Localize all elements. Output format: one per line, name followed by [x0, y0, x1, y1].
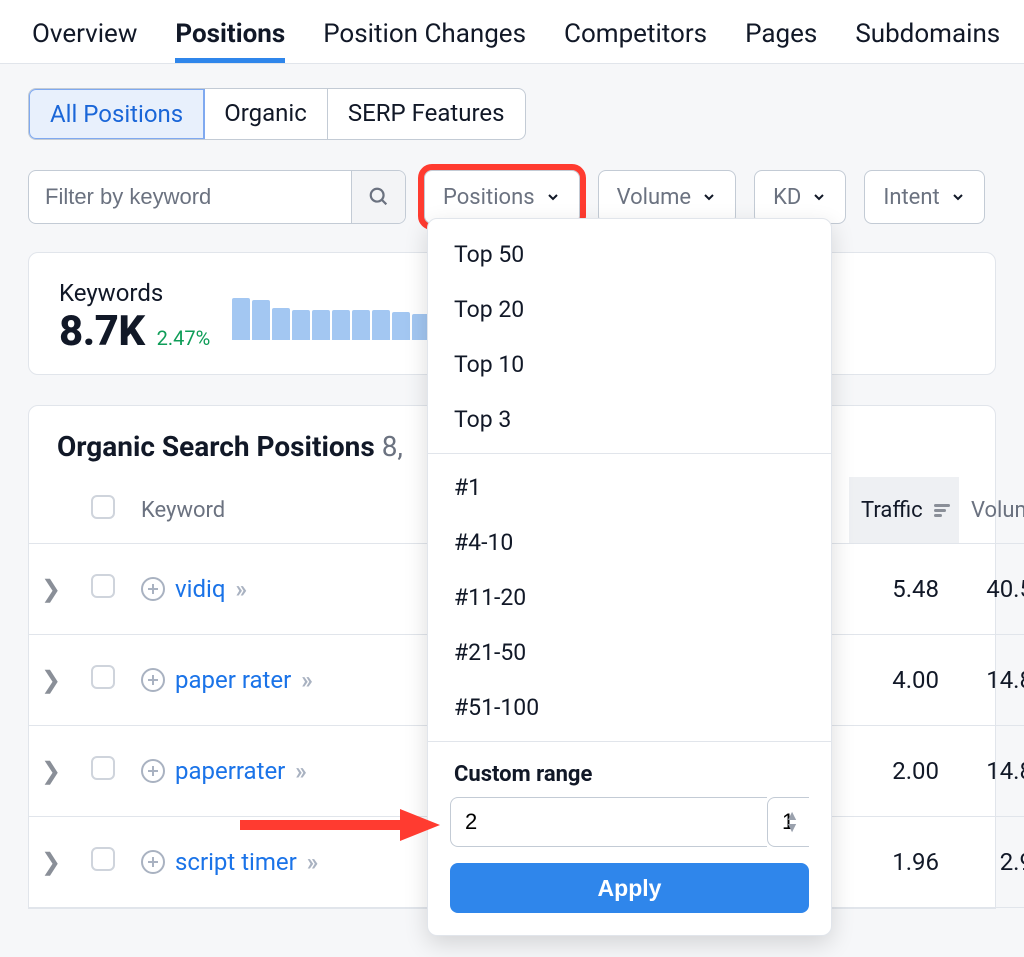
positions-opt-21-50[interactable]: #21-50 — [428, 625, 831, 680]
apply-button[interactable]: Apply — [450, 863, 809, 913]
search-input[interactable] — [29, 171, 351, 223]
stat-delta: 2.47% — [157, 326, 211, 350]
filter-positions-button[interactable]: Positions — [424, 170, 580, 224]
add-keyword-icon[interactable] — [141, 850, 165, 874]
traffic-value: 5.48 — [849, 544, 959, 635]
table-title-text: Organic Search Positions — [57, 430, 375, 463]
col-traffic[interactable]: Traffic — [849, 477, 959, 544]
table-count: 8, — [382, 430, 403, 463]
row-checkbox[interactable] — [91, 847, 115, 871]
positions-opt-4-10[interactable]: #4-10 — [428, 515, 831, 570]
chevron-down-icon — [545, 189, 561, 205]
stat-value: 8.7K — [59, 307, 145, 356]
positions-opt-top50[interactable]: Top 50 — [428, 227, 831, 282]
range-from-input[interactable] — [450, 797, 767, 847]
row-checkbox[interactable] — [91, 665, 115, 689]
positions-dropdown-panel: Top 50 Top 20 Top 10 Top 3 #1 #4-10 #11-… — [427, 218, 832, 936]
custom-range-row: ▲▼ — [428, 797, 831, 847]
custom-range-label: Custom range — [428, 748, 831, 797]
divider — [428, 453, 831, 454]
volume-value: 14.8 — [959, 726, 1024, 817]
add-keyword-icon[interactable] — [141, 668, 165, 692]
tab-positions[interactable]: Positions — [175, 19, 285, 63]
positions-opt-top3[interactable]: Top 3 — [428, 392, 831, 447]
positions-opt-top20[interactable]: Top 20 — [428, 282, 831, 337]
expand-row-icon[interactable]: ❯ — [41, 848, 61, 876]
col-volume[interactable]: Volum — [959, 477, 1024, 544]
tab-overview[interactable]: Overview — [32, 19, 137, 63]
filter-kd-label: KD — [773, 185, 801, 210]
add-keyword-icon[interactable] — [141, 759, 165, 783]
segmented-positions-type: All Positions Organic SERP Features — [28, 88, 526, 140]
keyword-link[interactable]: paper rater — [175, 666, 291, 694]
filter-intent-label: Intent — [883, 185, 939, 210]
expand-row-icon[interactable]: ❯ — [41, 666, 61, 694]
open-keyword-icon[interactable]: ›› — [301, 666, 310, 694]
tab-position-changes[interactable]: Position Changes — [323, 19, 526, 63]
traffic-value: 1.96 — [849, 817, 959, 908]
stat-block: Keywords 8.7K 2.47% — [59, 279, 210, 356]
expand-row-icon[interactable]: ❯ — [41, 575, 61, 603]
chevron-down-icon — [811, 189, 827, 205]
select-all-checkbox[interactable] — [91, 495, 115, 519]
positions-opt-top10[interactable]: Top 10 — [428, 337, 831, 392]
positions-opt-1[interactable]: #1 — [428, 460, 831, 515]
segment-serp-features[interactable]: SERP Features — [328, 89, 525, 139]
positions-opt-51-100[interactable]: #51-100 — [428, 680, 831, 735]
open-keyword-icon[interactable]: ›› — [295, 757, 304, 785]
segment-all-positions[interactable]: All Positions — [28, 88, 205, 140]
tab-subdomains[interactable]: Subdomains — [855, 19, 1000, 63]
row-checkbox[interactable] — [91, 574, 115, 598]
filter-kd-button[interactable]: KD — [754, 170, 846, 224]
add-keyword-icon[interactable] — [141, 577, 165, 601]
sort-desc-icon — [934, 504, 950, 517]
tab-competitors[interactable]: Competitors — [564, 19, 707, 63]
keyword-link[interactable]: vidiq — [175, 575, 225, 603]
tab-pages[interactable]: Pages — [745, 19, 817, 63]
divider — [428, 741, 831, 742]
segment-row: All Positions Organic SERP Features — [0, 64, 1024, 140]
row-checkbox[interactable] — [91, 756, 115, 780]
open-keyword-icon[interactable]: ›› — [235, 575, 244, 603]
segment-organic[interactable]: Organic — [204, 89, 328, 139]
keywords-bar-chart — [232, 296, 430, 340]
volume-value: 2.9 — [959, 817, 1024, 908]
stepper-icon[interactable]: ▲▼ — [785, 811, 799, 833]
stat-label: Keywords — [59, 279, 210, 307]
positions-opt-11-20[interactable]: #11-20 — [428, 570, 831, 625]
expand-row-icon[interactable]: ❯ — [41, 757, 61, 785]
keyword-search — [28, 170, 406, 224]
filter-intent-button[interactable]: Intent — [864, 170, 984, 224]
filter-positions-label: Positions — [443, 185, 535, 210]
search-button[interactable] — [351, 171, 405, 223]
chevron-down-icon — [701, 189, 717, 205]
traffic-value: 2.00 — [849, 726, 959, 817]
open-keyword-icon[interactable]: ›› — [307, 848, 316, 876]
search-icon — [368, 186, 390, 208]
filter-volume-button[interactable]: Volume — [598, 170, 737, 224]
volume-value: 40.5 — [959, 544, 1024, 635]
filter-volume-label: Volume — [617, 185, 692, 210]
keyword-link[interactable]: paperrater — [175, 757, 285, 785]
traffic-value: 4.00 — [849, 635, 959, 726]
col-keyword[interactable]: Keyword — [129, 477, 429, 544]
volume-value: 14.8 — [959, 635, 1024, 726]
keyword-link[interactable]: script timer — [175, 848, 297, 876]
top-tabs: Overview Positions Position Changes Comp… — [0, 0, 1024, 64]
chevron-down-icon — [950, 189, 966, 205]
